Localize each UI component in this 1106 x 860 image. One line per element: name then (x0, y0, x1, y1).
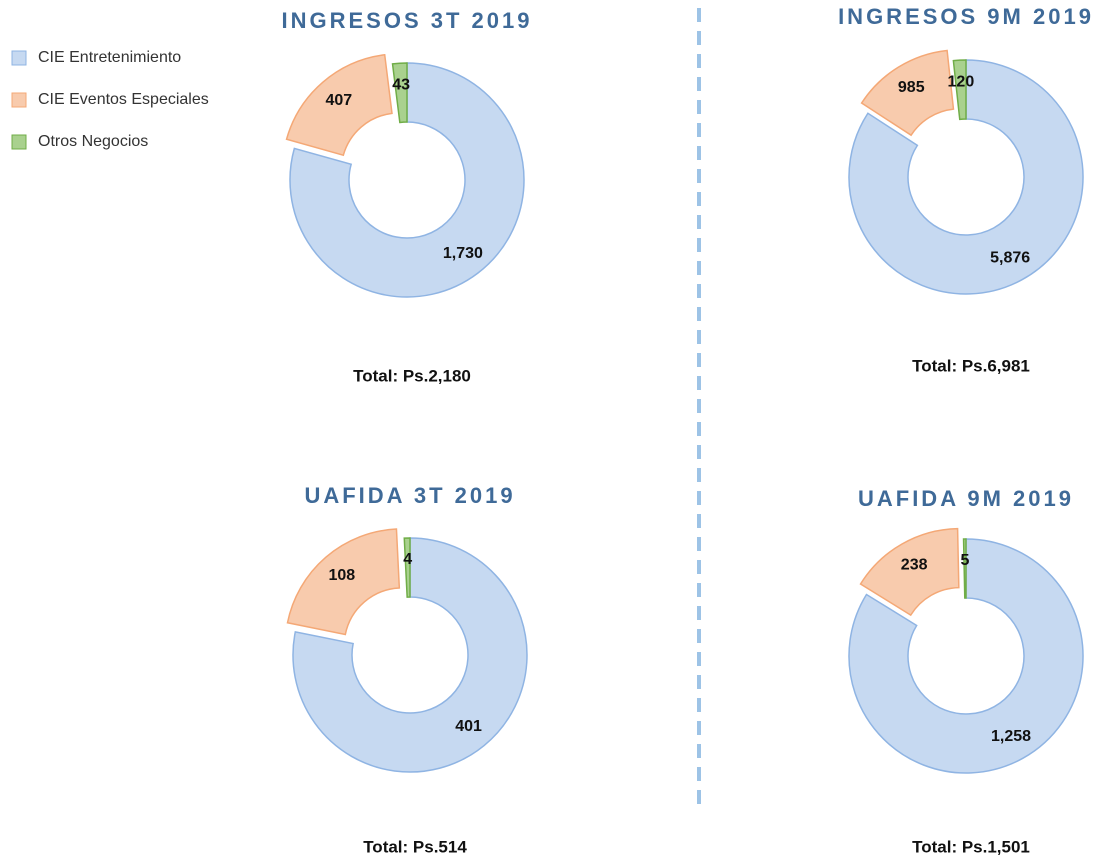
value-label: 401 (455, 718, 482, 735)
chart-title: UAFIDA 9M 2019 (858, 486, 1074, 511)
donut-slice (952, 59, 967, 121)
total-label: Total: Ps.1,501 (912, 837, 1030, 856)
value-label: 4 (403, 551, 412, 568)
donut-slice (292, 537, 528, 773)
total-label: Total: Ps.2,180 (353, 366, 471, 385)
chart-title: INGRESOS 3T 2019 (282, 8, 533, 33)
value-label: 985 (898, 79, 925, 96)
donut-slice (848, 59, 1084, 295)
total-label: Total: Ps.514 (363, 837, 467, 856)
chart-title: INGRESOS 9M 2019 (838, 4, 1094, 29)
chart-title: UAFIDA 3T 2019 (304, 483, 515, 508)
value-label: 1,258 (991, 728, 1031, 745)
donut-slice (859, 527, 960, 617)
total-label: Total: Ps.6,981 (912, 356, 1030, 375)
donut-slice (848, 538, 1084, 774)
value-label: 238 (901, 556, 928, 573)
legend-swatch (11, 134, 27, 150)
value-label: 5,876 (990, 250, 1030, 267)
donut-slice (289, 62, 525, 298)
value-label: 108 (329, 567, 356, 584)
value-label: 43 (392, 76, 410, 93)
donut-slice (285, 53, 393, 157)
donut-slice (860, 49, 955, 137)
value-label: 120 (948, 73, 975, 90)
legend-label: CIE Eventos Especiales (38, 91, 209, 108)
donut-slice (962, 538, 967, 599)
legend-swatch (11, 50, 27, 66)
value-label: 1,730 (443, 245, 483, 262)
legend-swatch (11, 92, 27, 108)
value-label: 407 (325, 92, 352, 109)
donut-slice (391, 62, 408, 124)
value-label: 5 (961, 552, 970, 569)
donut-slice (403, 537, 411, 598)
legend-label: CIE Entretenimiento (38, 49, 181, 66)
donut-slice (286, 528, 401, 636)
legend-label: Otros Negocios (38, 133, 148, 150)
